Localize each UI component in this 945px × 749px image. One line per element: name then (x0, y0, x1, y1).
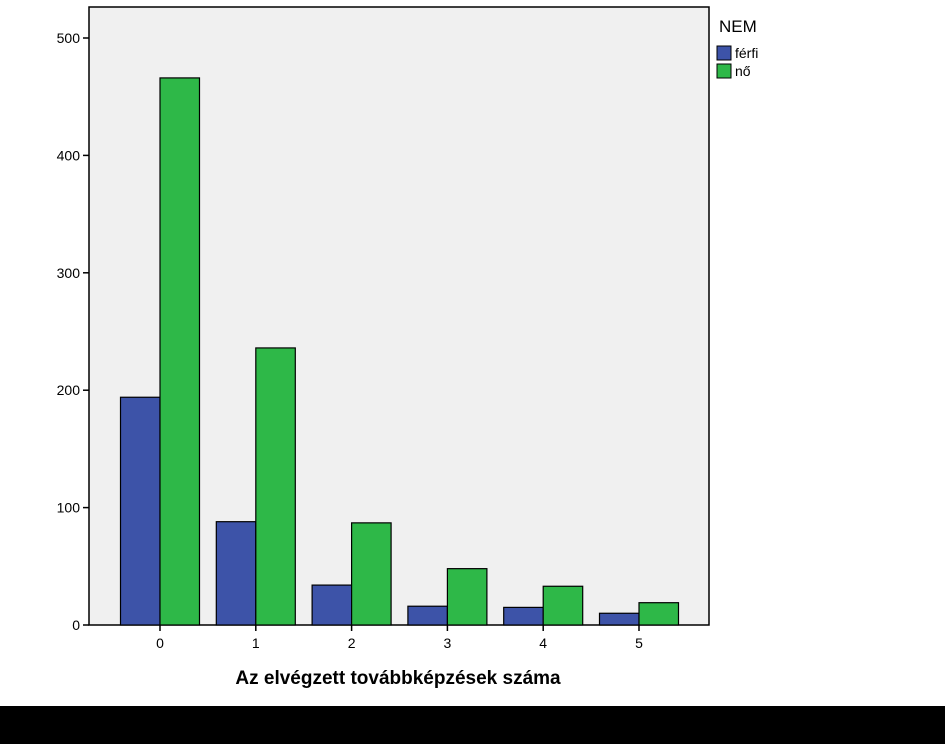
x-tick-label: 0 (156, 635, 164, 651)
bar-no-4 (542, 585, 584, 626)
bars (119, 77, 680, 626)
y-tick-label: 300 (57, 265, 81, 281)
bar-ferfi-5 (598, 612, 640, 626)
x-axis: 0 1 2 3 4 5 (156, 625, 643, 651)
bar-ferfi-0 (119, 396, 161, 626)
bar-no-5 (638, 602, 680, 626)
bar-no-0 (159, 77, 201, 626)
x-tick-label: 1 (252, 635, 260, 651)
bar-no-3 (446, 568, 488, 626)
x-tick-label: 4 (539, 635, 547, 651)
bar-ferfi-3 (407, 605, 448, 626)
legend: NEM férfi nő (716, 17, 758, 79)
bar-no-1 (255, 347, 296, 626)
legend-label: nő (735, 63, 751, 79)
legend-title: NEM (719, 17, 757, 36)
x-tick-label: 2 (348, 635, 356, 651)
x-tick-label: 3 (444, 635, 452, 651)
legend-label: férfi (735, 45, 758, 61)
x-axis-label: Az elvégzett továbbképzések száma (235, 668, 561, 689)
y-tick-label: 0 (72, 617, 80, 633)
y-tick-label: 200 (57, 382, 81, 398)
bar-no-2 (351, 522, 392, 626)
y-axis: 0 100 200 300 400 500 (57, 30, 89, 633)
y-tick-label: 100 (57, 500, 81, 516)
bar-ferfi-4 (503, 606, 544, 626)
y-tick-label: 500 (57, 30, 81, 46)
legend-swatch (716, 45, 732, 61)
bottom-band (0, 706, 945, 744)
x-tick-label: 5 (635, 635, 643, 651)
y-tick-label: 400 (57, 147, 81, 163)
bar-ferfi-2 (311, 584, 353, 626)
bar-ferfi-1 (215, 521, 257, 626)
legend-swatch (716, 63, 732, 79)
